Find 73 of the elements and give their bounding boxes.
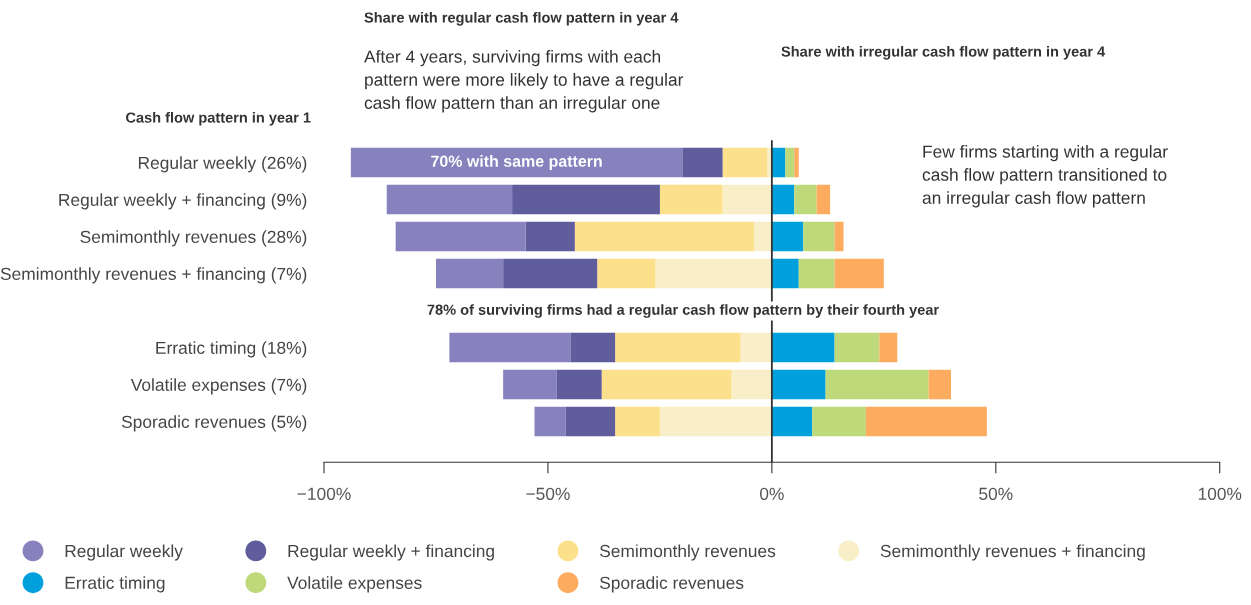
bar — [785, 147, 795, 178]
bar — [771, 332, 835, 363]
bar — [753, 221, 772, 252]
text: Cash flow pattern in year 1 — [126, 112, 311, 126]
bar — [798, 258, 835, 289]
legend-label: Volatile expenses — [287, 576, 422, 593]
bar — [556, 369, 602, 400]
bar — [771, 184, 795, 215]
bar — [597, 258, 656, 289]
bar — [601, 369, 732, 400]
annotation: Few firms starting with a regular cash flow pattern transitioned to an irregular cash flow pattern — [922, 145, 1168, 208]
text: Share with irregular cash flow pattern in year 4 — [781, 46, 1106, 60]
bar — [525, 221, 575, 252]
bar — [512, 184, 660, 215]
legend-label: Semimonthly revenues + financing — [880, 544, 1145, 561]
bar — [722, 184, 772, 215]
bar — [816, 184, 831, 215]
bar — [771, 221, 804, 252]
text: Share with regular cash flow pattern in year 4 — [364, 12, 679, 26]
x-tick-label: 50% — [979, 487, 1013, 500]
bar — [825, 369, 929, 400]
legend-label: Erratic timing — [65, 576, 165, 593]
bar — [879, 332, 898, 363]
y-tick-label: Volatile expenses (7%) — [130, 378, 307, 395]
bar — [615, 332, 741, 363]
annotation: 78% of surviving firms had a regular cash flow pattern by their fourth year — [427, 304, 939, 318]
y-tick-label: Regular weekly + financing (9%) — [59, 193, 307, 210]
bar — [771, 406, 813, 437]
bar — [834, 221, 844, 252]
bar — [794, 184, 817, 215]
bar — [682, 147, 723, 178]
bar — [449, 332, 571, 363]
bar — [928, 369, 952, 400]
bar — [574, 221, 754, 252]
bar — [731, 369, 772, 400]
legend-label: Regular weekly — [65, 544, 183, 561]
y-tick-label: Regular weekly (26%) — [138, 156, 307, 173]
bar — [771, 369, 826, 400]
x-tick-label: −50% — [526, 487, 570, 500]
x-tick-label: 100% — [1198, 487, 1242, 500]
bar — [834, 258, 884, 289]
y-tick-label: Semimonthly revenues + financing (7%) — [0, 267, 307, 284]
bar — [722, 147, 768, 178]
bar — [570, 332, 616, 363]
bar — [803, 221, 835, 252]
bar — [503, 369, 557, 400]
bar — [659, 184, 723, 215]
bar — [740, 332, 772, 363]
bar — [350, 147, 683, 178]
legend-label: Sporadic revenues — [600, 576, 744, 593]
bar — [655, 258, 772, 289]
bar — [386, 184, 513, 215]
legend-label: Semimonthly revenues — [600, 544, 776, 561]
bar — [659, 406, 772, 437]
annotation: 70% with same pattern — [431, 155, 602, 170]
bar — [503, 258, 598, 289]
bar — [534, 406, 566, 437]
bar — [834, 332, 880, 363]
bar — [565, 406, 616, 437]
text: After 4 years, surviving firms with each pattern were more likely to have a regular cash flow pattern than an irregular one — [364, 50, 684, 113]
bar — [865, 406, 987, 437]
bar — [615, 406, 660, 437]
y-tick-label: Erratic timing (18%) — [156, 341, 307, 358]
bar — [771, 258, 799, 289]
legend-label: Regular weekly + financing — [288, 544, 494, 561]
y-tick-label: Sporadic revenues (5%) — [121, 415, 307, 432]
bar — [395, 221, 526, 252]
x-tick-label: 0% — [760, 487, 784, 500]
bar — [812, 406, 866, 437]
y-tick-label: Semimonthly revenues (28%) — [80, 230, 307, 247]
bar — [435, 258, 504, 289]
bar — [794, 147, 799, 178]
x-tick-label: −100% — [297, 487, 351, 500]
